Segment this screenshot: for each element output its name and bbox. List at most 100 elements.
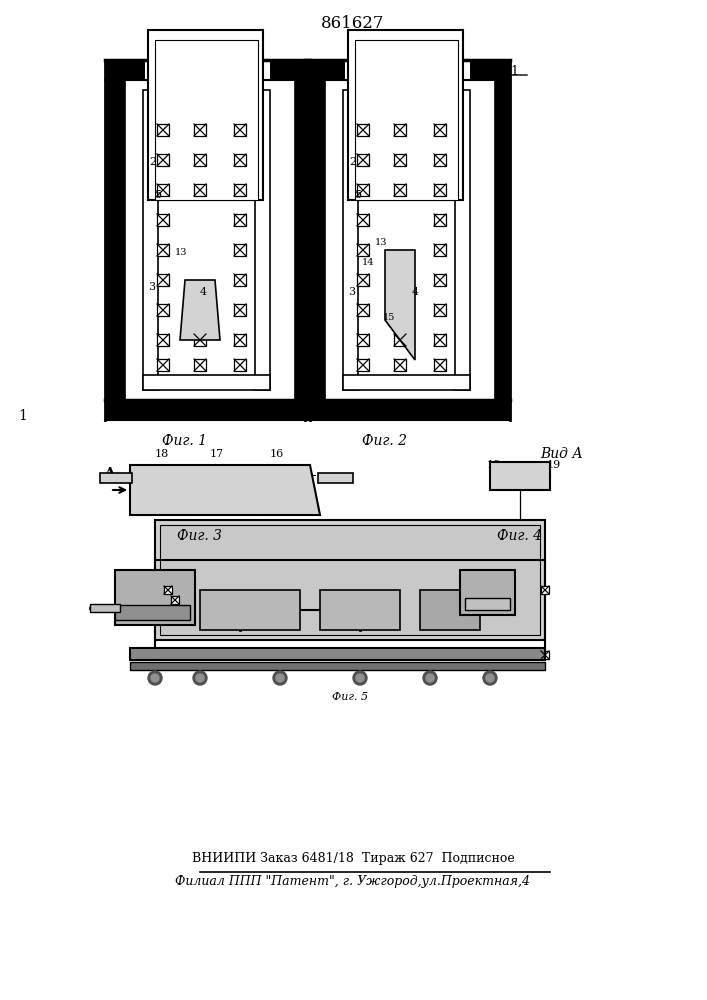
Text: 13: 13 xyxy=(175,248,187,257)
Bar xyxy=(157,184,169,196)
Bar xyxy=(234,359,246,371)
Circle shape xyxy=(196,674,204,682)
Bar xyxy=(357,334,369,346)
Circle shape xyxy=(483,671,497,685)
Text: 19: 19 xyxy=(547,460,561,470)
Bar xyxy=(434,334,446,346)
Bar xyxy=(100,473,132,483)
Bar xyxy=(420,590,480,630)
Bar xyxy=(157,154,169,166)
Bar xyxy=(394,359,406,371)
Bar xyxy=(194,154,206,166)
Circle shape xyxy=(151,674,159,682)
Bar xyxy=(155,40,258,200)
Text: Фиг. 2: Фиг. 2 xyxy=(363,434,407,448)
Bar xyxy=(495,60,510,420)
Bar xyxy=(157,304,169,316)
Text: 14: 14 xyxy=(362,258,375,267)
Bar xyxy=(194,184,206,196)
Bar xyxy=(394,124,406,136)
Bar xyxy=(357,214,369,226)
Text: 1: 1 xyxy=(18,409,27,423)
Bar xyxy=(434,359,446,371)
Bar xyxy=(125,400,295,420)
Bar xyxy=(234,184,246,196)
Bar xyxy=(157,124,169,136)
Circle shape xyxy=(148,671,162,685)
Bar xyxy=(470,60,495,80)
Bar xyxy=(160,525,540,635)
Bar xyxy=(357,124,369,136)
Bar xyxy=(234,154,246,166)
Text: 18: 18 xyxy=(487,460,501,470)
Bar xyxy=(234,214,246,226)
Circle shape xyxy=(486,674,494,682)
Bar xyxy=(234,244,246,256)
Bar xyxy=(357,274,369,286)
Bar xyxy=(357,184,369,196)
Bar xyxy=(234,124,246,136)
Text: Вид А: Вид А xyxy=(540,447,583,461)
Text: 4: 4 xyxy=(412,287,419,297)
Bar xyxy=(200,590,300,630)
Circle shape xyxy=(276,674,284,682)
Text: Фиг. 3: Фиг. 3 xyxy=(177,529,223,543)
Bar xyxy=(490,462,550,490)
Text: Фиг. 5: Фиг. 5 xyxy=(332,692,368,702)
Text: 13: 13 xyxy=(375,238,387,247)
Bar xyxy=(460,570,515,615)
Bar xyxy=(255,90,270,390)
Bar xyxy=(157,359,169,371)
Bar xyxy=(357,244,369,256)
Bar xyxy=(90,604,120,612)
Bar xyxy=(434,274,446,286)
Text: Фиг. 4: Фиг. 4 xyxy=(498,529,542,543)
Bar xyxy=(157,274,169,286)
Circle shape xyxy=(273,671,287,685)
Bar xyxy=(465,598,510,610)
Bar xyxy=(115,605,190,620)
Text: 4: 4 xyxy=(200,287,207,297)
Bar xyxy=(234,304,246,316)
Circle shape xyxy=(426,674,434,682)
Bar xyxy=(434,124,446,136)
Bar xyxy=(148,30,263,200)
Bar xyxy=(171,596,179,604)
Text: 2: 2 xyxy=(349,157,356,167)
Polygon shape xyxy=(180,280,220,340)
Circle shape xyxy=(356,674,364,682)
Bar xyxy=(125,60,145,80)
Bar xyxy=(434,304,446,316)
Text: 18: 18 xyxy=(155,449,169,459)
Bar xyxy=(348,30,463,200)
Text: 16: 16 xyxy=(270,449,284,459)
Text: Филиал ППП "Патент", г. Ужгород,ул.Проектная,4: Филиал ППП "Патент", г. Ужгород,ул.Проек… xyxy=(175,875,530,888)
Bar xyxy=(325,400,495,420)
Bar xyxy=(105,60,125,420)
Polygon shape xyxy=(130,465,320,515)
Bar xyxy=(157,214,169,226)
Bar xyxy=(194,359,206,371)
Bar xyxy=(355,40,458,200)
Bar xyxy=(320,590,400,630)
Bar xyxy=(541,651,549,659)
Text: 1: 1 xyxy=(510,65,518,78)
Bar xyxy=(157,334,169,346)
Bar xyxy=(434,184,446,196)
Text: 5: 5 xyxy=(155,190,162,200)
Bar xyxy=(434,244,446,256)
Bar xyxy=(357,154,369,166)
Bar xyxy=(194,334,206,346)
Bar xyxy=(394,184,406,196)
Bar xyxy=(434,214,446,226)
Text: Фиг. 1: Фиг. 1 xyxy=(163,434,207,448)
Bar xyxy=(234,334,246,346)
Circle shape xyxy=(193,671,207,685)
Bar xyxy=(394,154,406,166)
Bar xyxy=(143,375,270,390)
Circle shape xyxy=(353,671,367,685)
Bar xyxy=(295,60,310,420)
Text: 1: 1 xyxy=(310,65,318,78)
Bar xyxy=(157,244,169,256)
Text: 861627: 861627 xyxy=(321,15,385,32)
